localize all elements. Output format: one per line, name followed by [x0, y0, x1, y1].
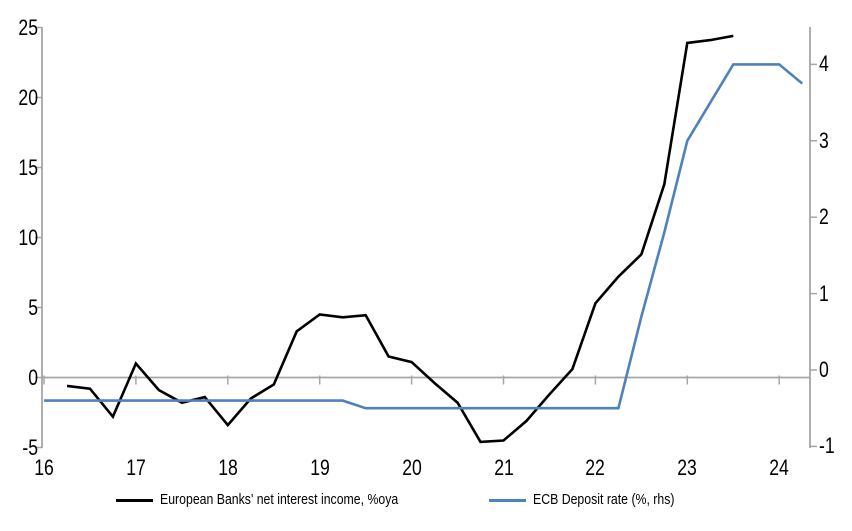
legend: European Banks' net interest income, %oy… — [116, 490, 705, 510]
right-axis-tick-label: 3 — [819, 127, 829, 153]
right-axis-tick-label: 1 — [819, 280, 829, 306]
legend-item-net-interest-income: European Banks' net interest income, %oy… — [116, 490, 451, 510]
right-axis-tick-label: -1 — [819, 433, 835, 459]
left-axis-tick-label: 25 — [18, 14, 38, 40]
right-axis-tick-label: 4 — [819, 51, 829, 77]
x-axis-tick-label: 22 — [585, 455, 606, 480]
x-axis-tick-label: 19 — [309, 455, 330, 480]
x-axis-tick-label: 24 — [769, 455, 789, 480]
left-axis-tick-label: 10 — [18, 224, 38, 250]
x-axis-tick-label: 23 — [677, 455, 698, 480]
right-axis-tick-label: 0 — [819, 357, 829, 382]
x-axis-tick-label: 21 — [493, 455, 514, 480]
left-axis-tick-label: -5 — [22, 434, 38, 460]
left-axis-tick-label: 15 — [18, 154, 38, 180]
blue-line-sample — [488, 498, 526, 502]
x-axis-tick-label: 20 — [401, 455, 422, 480]
left-axis-tick-label: 5 — [28, 294, 38, 320]
series-line-1 — [44, 63, 804, 410]
left-axis-tick-label: 20 — [18, 84, 38, 110]
x-axis-tick-label: 18 — [217, 455, 238, 480]
legend-label-net-interest-income: European Banks' net interest income, %oy… — [160, 491, 399, 508]
x-axis-tick-label: 17 — [126, 455, 146, 480]
black-line-sample — [116, 498, 153, 502]
x-axis-tick-label: 16 — [34, 455, 54, 480]
legend-item-ecb-deposit-rate: ECB Deposit rate (%, rhs) — [488, 490, 706, 510]
series-line-0 — [66, 34, 734, 444]
legend-label-ecb-deposit-rate: ECB Deposit rate (%, rhs) — [532, 491, 675, 508]
right-axis-tick-label: 2 — [819, 204, 829, 230]
left-axis-tick-label: 0 — [28, 364, 38, 390]
